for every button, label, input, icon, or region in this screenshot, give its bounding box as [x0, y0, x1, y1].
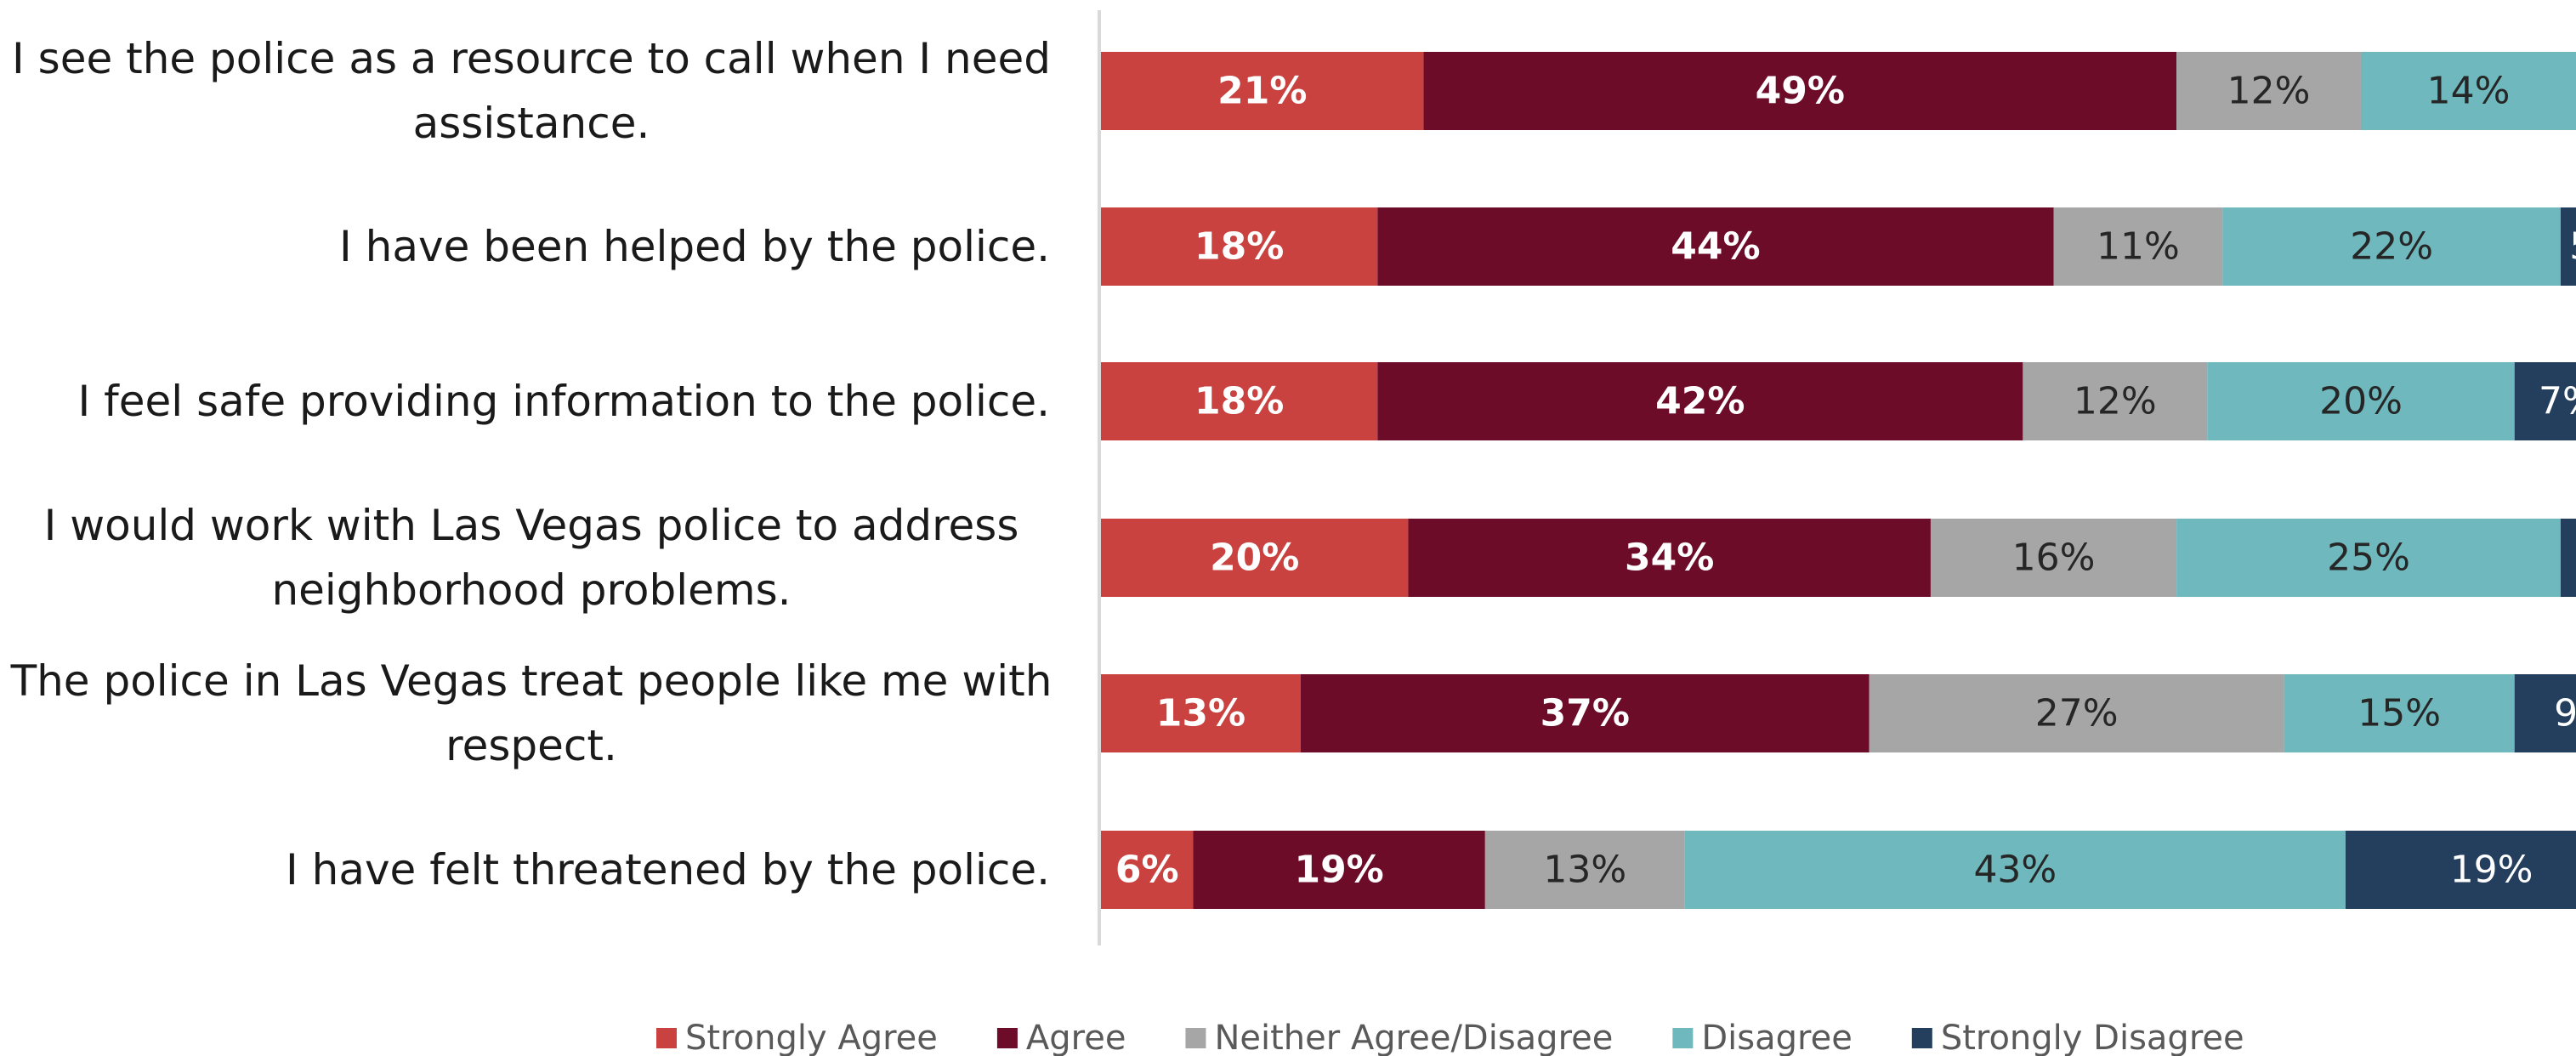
category-label: respect.: [445, 721, 617, 770]
data-label: 13%: [1543, 849, 1626, 892]
data-label: 18%: [1194, 380, 1284, 423]
bar-segment: [1101, 674, 1301, 752]
bar-segment: [1930, 519, 2177, 597]
category-label: I have been helped by the police.: [339, 222, 1050, 271]
category-label: I have felt threatened by the police.: [286, 845, 1050, 894]
legend: Strongly Agree Agree Neither Agree/Disagre…: [656, 1019, 2244, 1056]
data-label: 12%: [2227, 70, 2311, 113]
bar-segment: [2345, 831, 2576, 909]
bar-segment: [2053, 207, 2223, 286]
legend-swatch: [656, 1028, 677, 1048]
data-label: 11%: [2097, 225, 2180, 269]
legend-label: Disagree: [1701, 1019, 1852, 1056]
data-label: 44%: [1671, 225, 1760, 269]
category-label: neighborhood problems.: [271, 565, 791, 615]
data-label: 18%: [1194, 225, 1284, 269]
data-label: 12%: [2074, 380, 2157, 423]
bar-segment: [1377, 207, 2054, 286]
category-label: The police in Las Vegas treat people lik…: [10, 656, 1053, 706]
legend-swatch: [1911, 1028, 1932, 1048]
bar-segment: [1300, 674, 1870, 752]
data-label: 43%: [1973, 849, 2057, 892]
data-label: 37%: [1540, 692, 1630, 735]
bar-segment: [1193, 831, 1485, 909]
bar-segment: [1484, 831, 1685, 909]
category-labels: I see the police as a resource to call w…: [10, 34, 1053, 894]
category-label: I feel safe providing information to the…: [78, 377, 1050, 426]
bar-segment: [1423, 52, 2177, 130]
data-label: 19%: [1294, 849, 1383, 892]
data-label: 25%: [2327, 537, 2410, 580]
bar-segment: [2284, 674, 2515, 752]
data-label: 14%: [2427, 70, 2511, 113]
data-label: 42%: [1655, 380, 1745, 423]
bar-segment: [1101, 207, 1378, 286]
data-label: 6%: [1115, 849, 1179, 892]
bar-segments: [1101, 52, 2576, 909]
data-label: 13%: [1156, 692, 1245, 735]
data-label: 19%: [2450, 849, 2533, 892]
legend-swatch: [1185, 1028, 1206, 1048]
legend-label: Neither Agree/Disagree: [1214, 1019, 1613, 1056]
bar-segment: [1684, 831, 2346, 909]
legend-swatch: [996, 1028, 1018, 1048]
bar-segment: [1101, 831, 1194, 909]
legend-swatch: [1672, 1028, 1694, 1048]
data-label: 5%: [2569, 225, 2576, 269]
bar-segment: [2222, 207, 2561, 286]
data-label: 16%: [2012, 537, 2096, 580]
bar-segment: [2560, 207, 2576, 286]
bar-segment: [1101, 52, 1424, 130]
category-label: I see the police as a resource to call w…: [12, 34, 1051, 83]
bar-segment: [2023, 362, 2208, 440]
legend-label: Strongly Agree: [685, 1019, 938, 1056]
data-label: 7%: [2539, 380, 2576, 423]
data-label: 49%: [1756, 70, 1845, 113]
bar-segment: [1869, 674, 2284, 752]
bar-segment: [2560, 519, 2576, 597]
legend-label: Strongly Disagree: [1941, 1019, 2244, 1056]
category-label: assistance.: [413, 99, 650, 148]
value-labels: 21%49%12%14%4%18%44%11%22%5%18%42%12%20%…: [1115, 70, 2576, 892]
bar-segment: [2176, 519, 2561, 597]
bar-segment: [2176, 52, 2361, 130]
legend-label: Agree: [1026, 1019, 1126, 1056]
bar-segment: [2514, 674, 2576, 752]
bar-segment: [1408, 519, 1931, 597]
bar-segment: [1101, 519, 1409, 597]
data-label: 20%: [1210, 537, 1299, 580]
category-label: I would work with Las Vegas police to ad…: [44, 501, 1019, 550]
data-label: 20%: [2319, 380, 2403, 423]
data-label: 15%: [2358, 692, 2441, 735]
data-label: 27%: [2035, 692, 2119, 735]
bar-segment: [2207, 362, 2515, 440]
data-label: 22%: [2350, 225, 2433, 269]
bar-segment: [1101, 362, 1378, 440]
data-label: 21%: [1217, 70, 1307, 113]
data-label: 9%: [2554, 692, 2576, 735]
bar-segment: [2514, 362, 2576, 440]
bar-segment: [2360, 52, 2576, 130]
bar-segment: [1377, 362, 2023, 440]
data-label: 34%: [1625, 537, 1714, 580]
